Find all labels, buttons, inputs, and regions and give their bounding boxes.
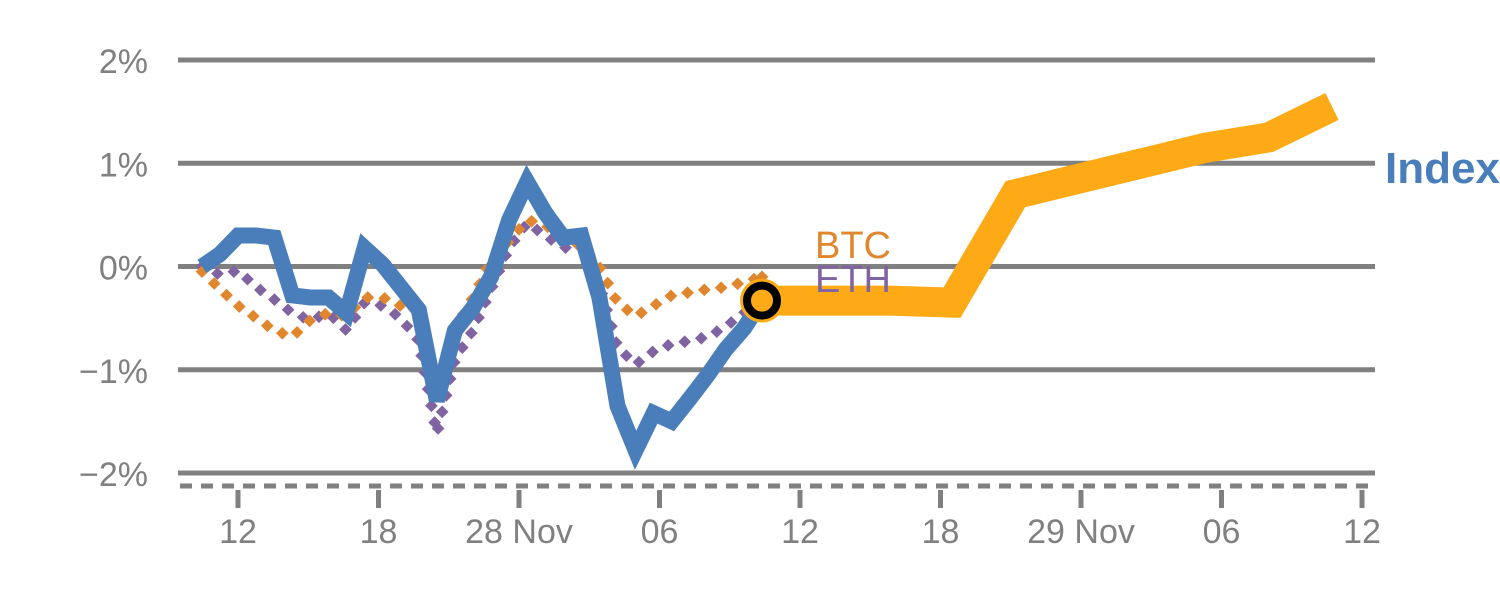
dot-marker	[646, 345, 659, 359]
dot-marker	[211, 267, 224, 280]
dot-marker	[388, 307, 402, 321]
dot-marker	[378, 292, 391, 305]
series-label-index: Index	[1385, 144, 1500, 193]
x-axis-tick-label: 18	[360, 513, 398, 551]
dot-marker	[661, 338, 675, 352]
dot-marker	[694, 331, 708, 345]
series-label-btc: BTC	[815, 225, 891, 267]
x-axis-tick-labels: 12 18 28 Nov 06 12 18 29 Nov 06 12	[219, 513, 1381, 551]
x-axis-tick-label: 12	[1343, 513, 1381, 551]
marker-ring[interactable]	[743, 281, 781, 320]
dot-marker	[339, 323, 352, 336]
dot-marker	[664, 289, 678, 303]
dot-marker	[241, 272, 254, 286]
dot-marker	[400, 319, 414, 333]
dot-marker	[608, 291, 622, 305]
dot-marker	[710, 325, 724, 338]
dot-marker	[275, 326, 289, 340]
x-axis-tick-label: 06	[1203, 513, 1241, 551]
dot-marker	[281, 303, 295, 317]
dot-marker	[303, 314, 316, 328]
dot-marker	[260, 319, 274, 333]
dot-marker	[681, 286, 694, 300]
y-axis-tick-label: 0%	[99, 250, 148, 288]
x-axis-tick-label: 12	[781, 513, 819, 551]
current-point-marker[interactable]	[740, 278, 784, 323]
dot-marker	[425, 399, 438, 413]
dot-marker	[714, 281, 728, 295]
series-forecast-line	[762, 92, 1339, 318]
dot-marker	[464, 326, 478, 340]
y-axis-tick-label: 1%	[99, 146, 148, 184]
y-axis-tick-labels: 2% 1% 0% −1% −2%	[79, 43, 148, 494]
dot-marker	[361, 291, 375, 304]
dot-marker	[254, 283, 267, 297]
x-axis-tick-label: 18	[922, 513, 960, 551]
dot-marker	[619, 349, 633, 363]
dot-marker	[232, 300, 246, 313]
y-axis-tick-label: −1%	[79, 353, 148, 391]
dot-marker	[620, 303, 634, 317]
x-axis-tick-label: 28 Nov	[465, 513, 573, 551]
dot-marker	[268, 293, 281, 307]
x-axis-ticks-group	[235, 490, 1365, 508]
dot-marker	[697, 283, 711, 297]
line-path-forecast	[762, 92, 1339, 318]
dot-marker	[246, 309, 260, 323]
dot-marker	[431, 422, 445, 435]
dot-marker	[227, 265, 241, 278]
dot-marker	[649, 297, 663, 311]
x-axis-tick-label: 12	[219, 513, 257, 551]
dot-marker	[435, 405, 449, 419]
series-index-line	[197, 164, 769, 470]
dot-marker	[207, 277, 221, 290]
dot-marker	[634, 306, 648, 320]
dot-marker	[731, 277, 744, 291]
dot-marker	[318, 307, 332, 321]
x-axis-tick-label: 06	[641, 513, 679, 551]
y-axis-tick-label: 2%	[99, 43, 148, 81]
line-path-index	[197, 164, 769, 470]
dot-marker	[220, 288, 233, 302]
dot-marker	[290, 326, 304, 339]
y-axis-tick-label: −2%	[79, 456, 148, 494]
dot-marker	[678, 335, 692, 349]
dot-marker	[632, 355, 646, 369]
x-axis-tick-label: 29 Nov	[1027, 513, 1135, 551]
series-label-eth: ETH	[815, 259, 891, 301]
